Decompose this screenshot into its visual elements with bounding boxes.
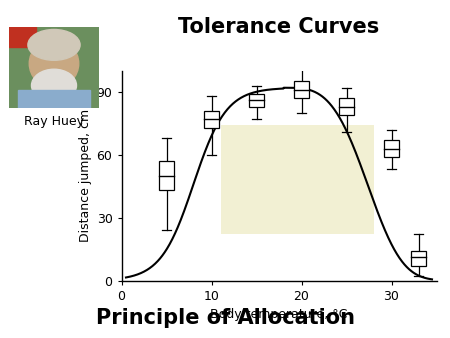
- X-axis label: Body temperature, °C: Body temperature, °C: [210, 308, 348, 321]
- Text: Principle of Allocation: Principle of Allocation: [95, 308, 355, 328]
- Bar: [159, 161, 174, 190]
- Bar: [294, 81, 309, 98]
- Bar: [384, 140, 399, 157]
- Text: Ray Huey: Ray Huey: [24, 115, 84, 128]
- Y-axis label: Distance jumped, cm: Distance jumped, cm: [80, 109, 92, 242]
- Bar: [204, 111, 219, 127]
- Text: Tolerance Curves: Tolerance Curves: [178, 17, 380, 37]
- Bar: [9, 27, 36, 47]
- Bar: [411, 251, 426, 266]
- Ellipse shape: [29, 39, 79, 88]
- Bar: [18, 90, 90, 108]
- Bar: [249, 94, 264, 106]
- Bar: [220, 125, 374, 235]
- Ellipse shape: [32, 69, 76, 102]
- Bar: [339, 98, 354, 115]
- Ellipse shape: [28, 29, 80, 60]
